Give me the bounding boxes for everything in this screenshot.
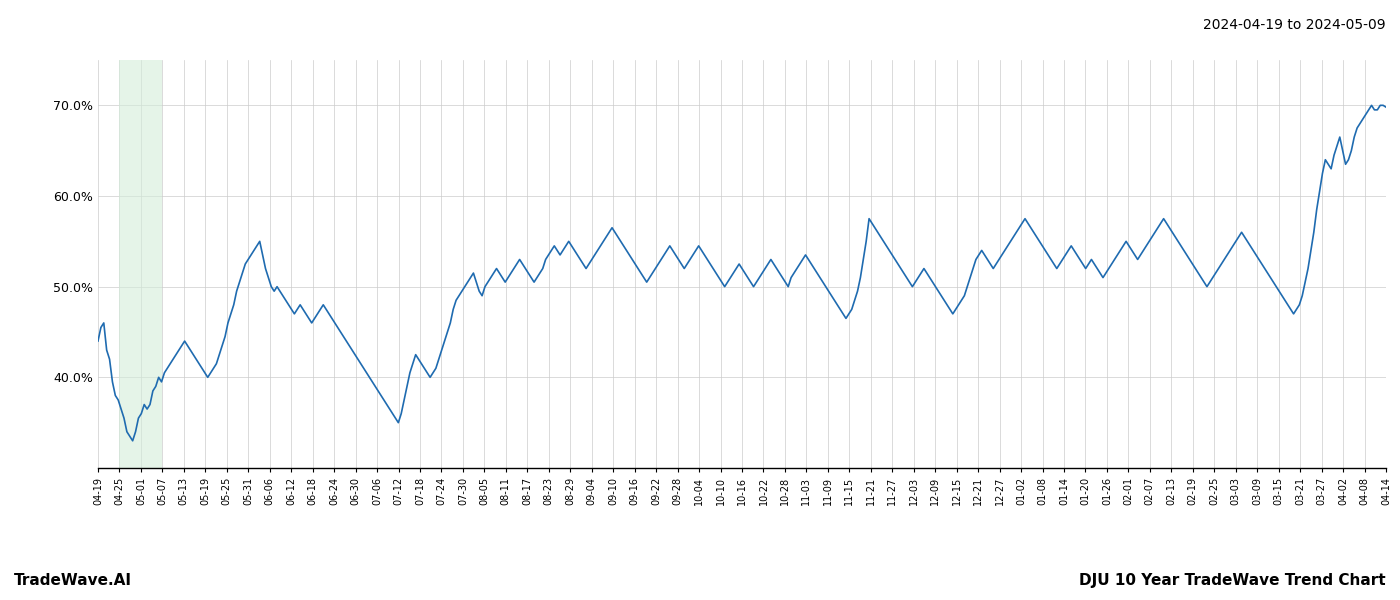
Bar [119, 60, 162, 468]
Text: TradeWave.AI: TradeWave.AI [14, 573, 132, 588]
Text: 2024-04-19 to 2024-05-09: 2024-04-19 to 2024-05-09 [1204, 18, 1386, 32]
Text: DJU 10 Year TradeWave Trend Chart: DJU 10 Year TradeWave Trend Chart [1079, 573, 1386, 588]
